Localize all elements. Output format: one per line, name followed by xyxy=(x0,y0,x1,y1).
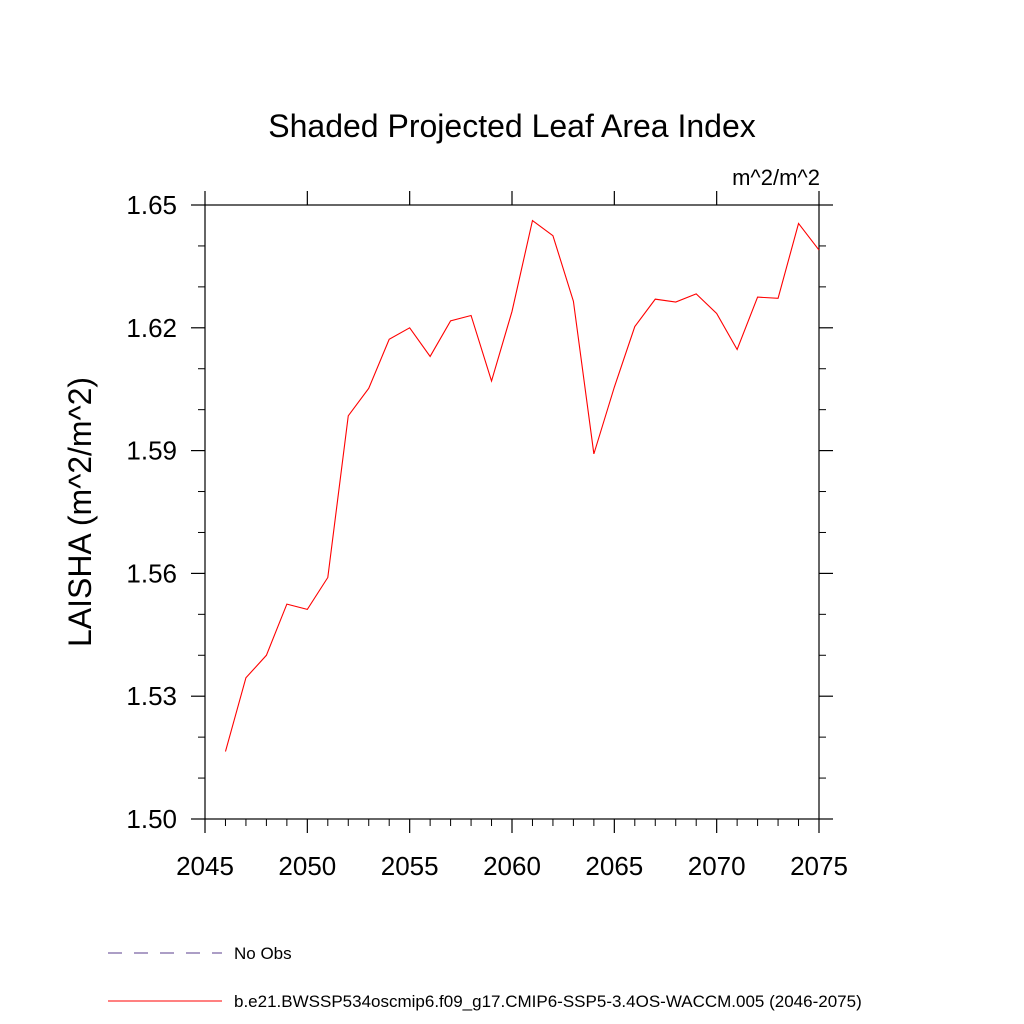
x-tick-label: 2055 xyxy=(381,851,439,881)
legend-label: b.e21.BWSSP534oscmip6.f09_g17.CMIP6-SSP5… xyxy=(234,992,862,1011)
axis-ticks xyxy=(191,191,833,833)
x-tick-label: 2050 xyxy=(278,851,336,881)
units-label: m^2/m^2 xyxy=(732,165,820,190)
x-tick-label: 2075 xyxy=(790,851,848,881)
y-tick-label: 1.59 xyxy=(126,436,177,466)
data-series xyxy=(224,219,820,752)
y-tick-label: 1.65 xyxy=(126,190,177,220)
axis-tick-labels: 2045 2050 2055 2060 2065 2070 2075 1.50 1.53 1.56… xyxy=(126,190,848,881)
chart-title: Shaded Projected Leaf Area Index xyxy=(268,108,755,144)
y-tick-label: 1.62 xyxy=(126,313,177,343)
y-tick-label: 1.56 xyxy=(126,558,177,588)
plot-frame xyxy=(204,204,820,820)
x-tick-label: 2065 xyxy=(585,851,643,881)
legend-label: No Obs xyxy=(234,944,292,963)
y-tick-label: 1.53 xyxy=(126,681,177,711)
legend: No Obs b.e21.BWSSP534oscmip6.f09_g17.CMIP… xyxy=(108,944,862,1011)
x-tick-label: 2070 xyxy=(688,851,746,881)
y-axis-label: LAISHA (m^2/m^2) xyxy=(62,377,98,647)
x-tick-label: 2045 xyxy=(176,851,234,881)
series-line xyxy=(224,219,820,752)
y-tick-label: 1.50 xyxy=(126,804,177,834)
x-tick-label: 2060 xyxy=(483,851,541,881)
